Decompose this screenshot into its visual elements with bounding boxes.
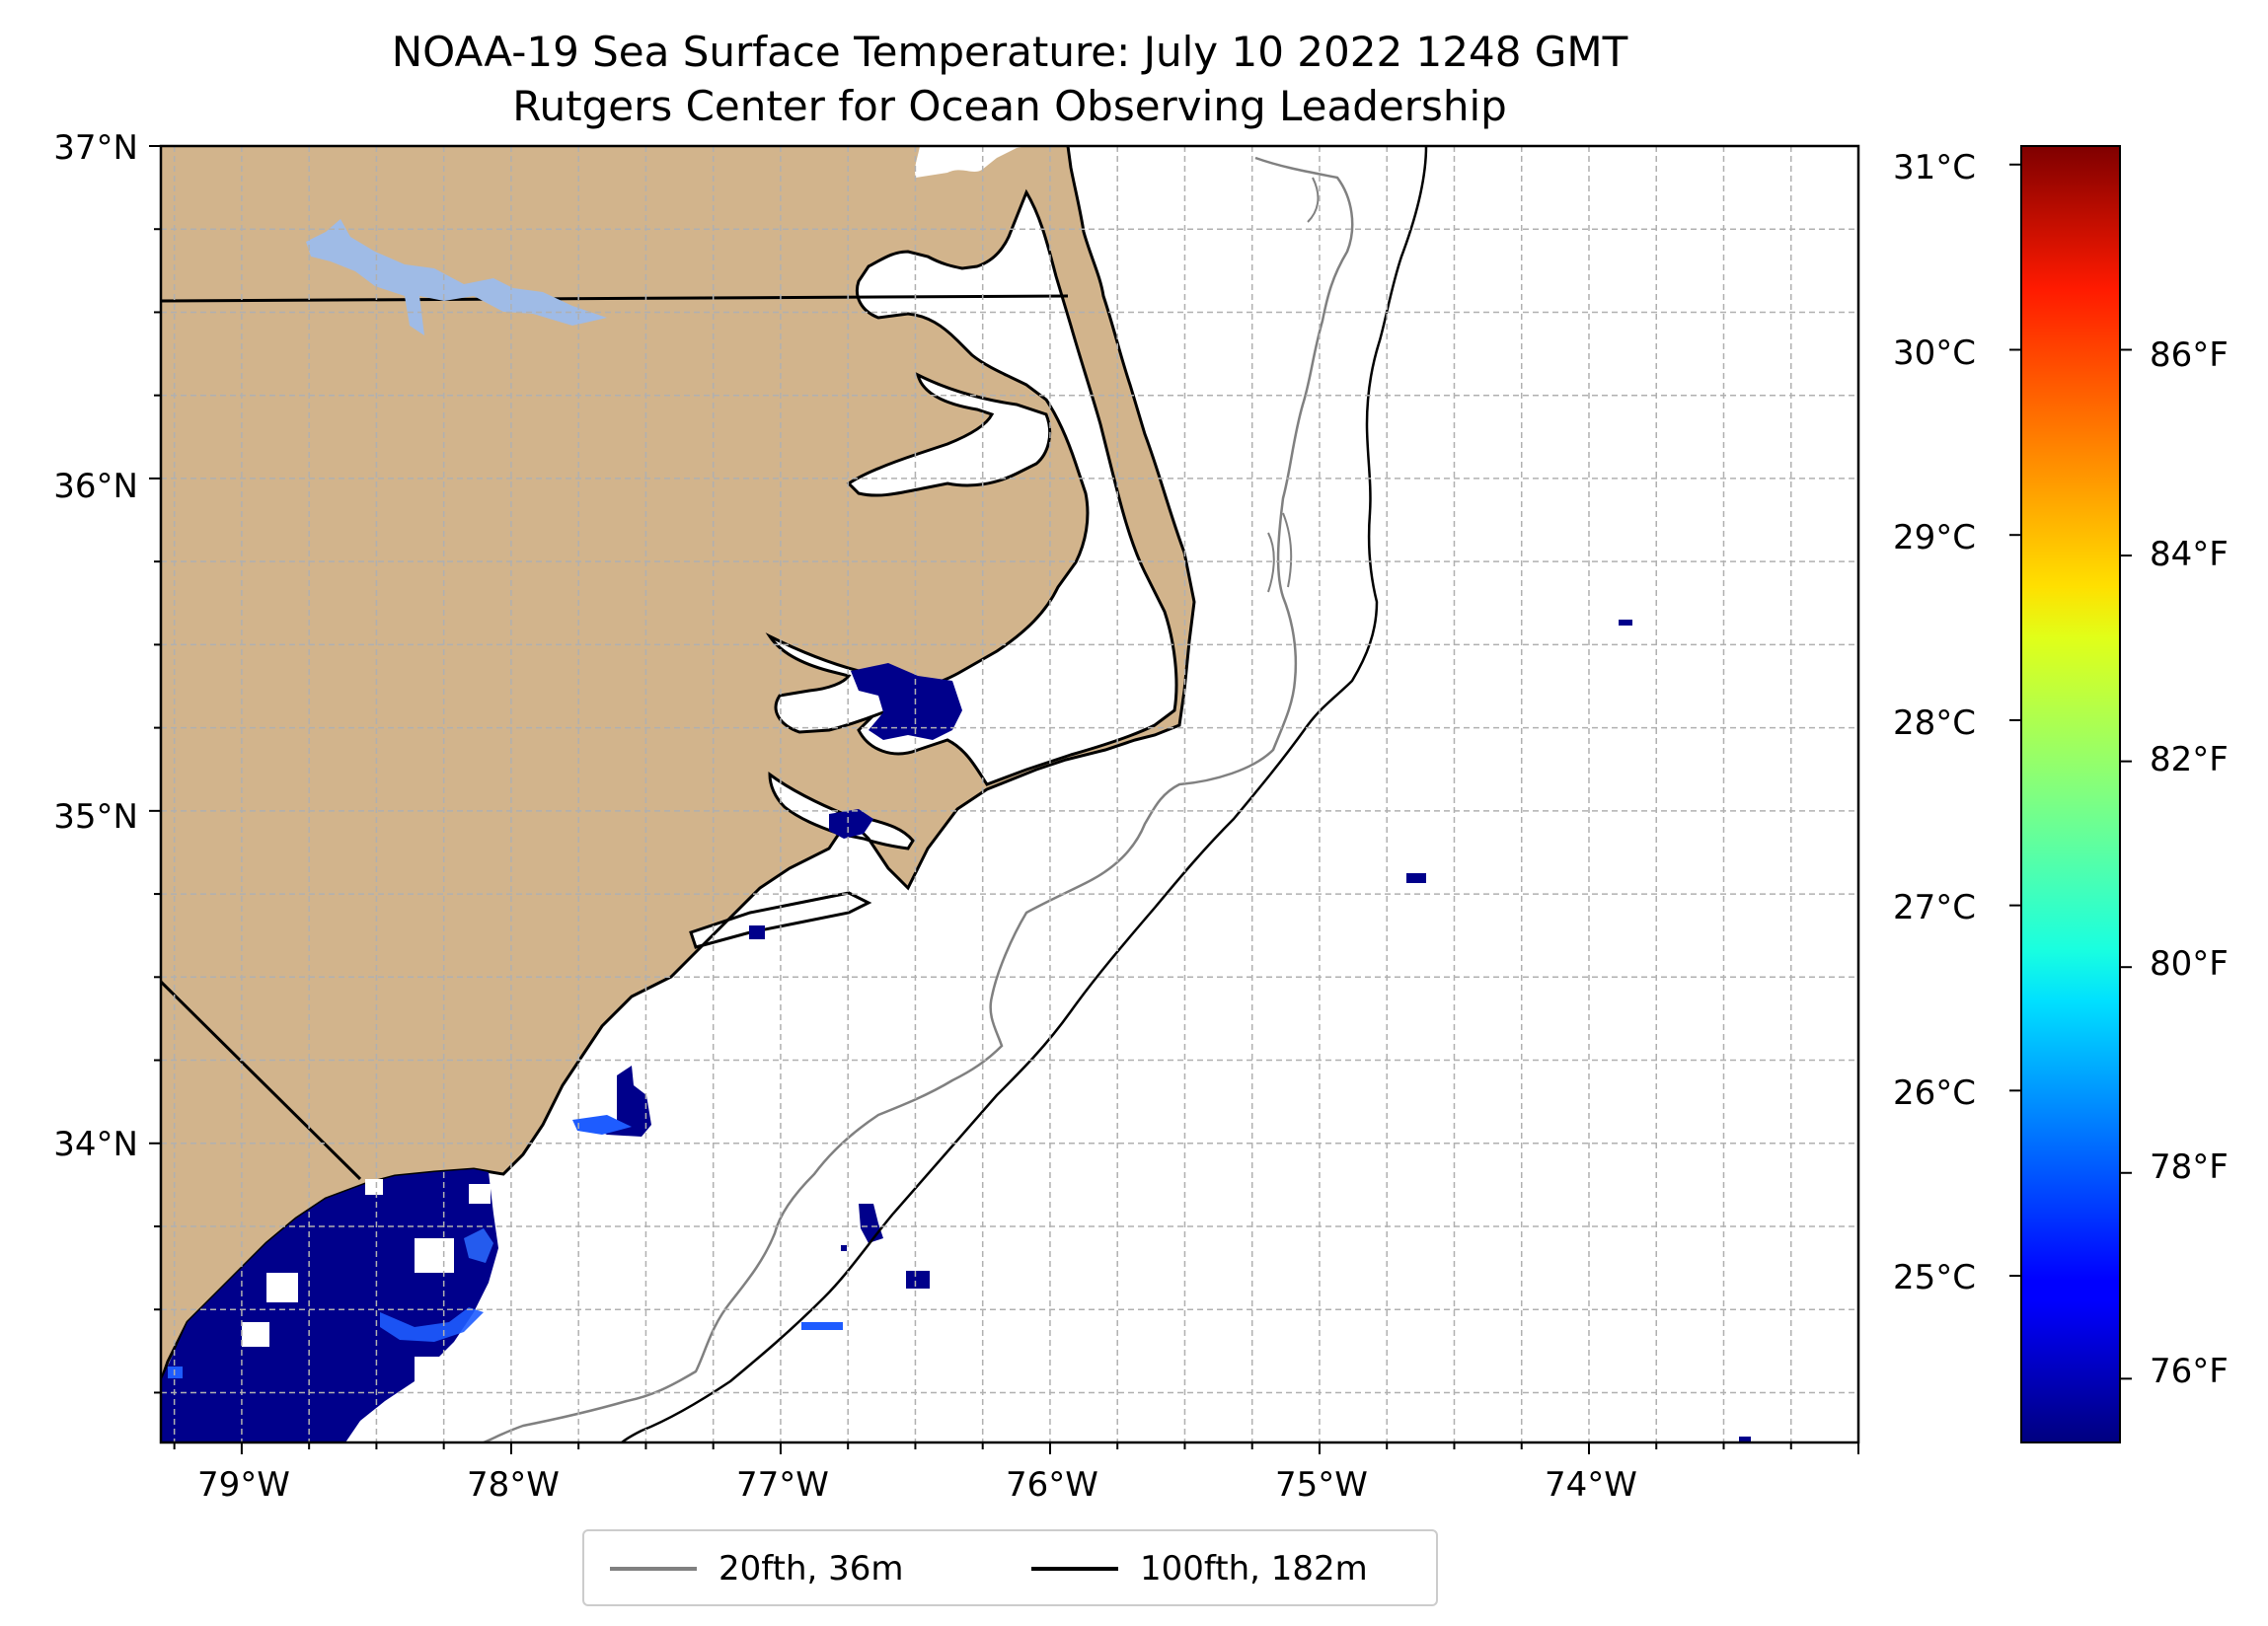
cb-celsius-29: 29°C (1893, 518, 1977, 557)
legend-label-100fth: 100fth, 182m (1140, 1549, 1368, 1589)
lon-label-78: 78°W (467, 1465, 560, 1505)
sst-gap (266, 1273, 298, 1302)
sst-patch (1406, 873, 1426, 883)
legend-swatch-black (1031, 1567, 1118, 1571)
colorbar-ticks (2009, 163, 2132, 1380)
lat-label-37: 37°N (53, 128, 138, 168)
legend-item-20fth: 20fth, 36m (602, 1547, 957, 1590)
sst-gap (469, 1184, 491, 1204)
map-frame (159, 144, 1860, 1444)
cb-fahrenheit-80: 80°F (2150, 944, 2229, 984)
lon-label-79: 79°W (197, 1465, 290, 1505)
sst-gap (415, 1238, 454, 1273)
sst-patch (801, 1322, 843, 1330)
bogue-sound (689, 891, 872, 949)
lon-label-76: 76°W (1006, 1465, 1098, 1505)
lon-label-77: 77°W (736, 1465, 829, 1505)
cb-celsius-28: 28°C (1893, 703, 1977, 743)
legend-item-100fth: 100fth, 182m (1023, 1547, 1418, 1590)
isobath-20fth-shoal (1267, 177, 1320, 593)
lat-label-35: 35°N (53, 797, 138, 837)
cb-fahrenheit-84: 84°F (2150, 535, 2229, 574)
sst-patch (168, 1367, 183, 1378)
inland-lake (306, 219, 607, 335)
neuse-river (768, 771, 915, 850)
lat-label-36: 36°N (53, 467, 138, 506)
cb-celsius-26: 26°C (1893, 1073, 1977, 1113)
sst-patch (829, 809, 873, 839)
cb-fahrenheit-82: 82°F (2150, 740, 2229, 779)
sst-patch (906, 1271, 930, 1289)
state-border-nc-sc (161, 980, 362, 1181)
pamlico-sound (855, 188, 1178, 786)
sst-gap (242, 1322, 269, 1347)
axis-ticks (149, 145, 1859, 1454)
graticule (161, 146, 1858, 1442)
cb-fahrenheit-78: 78°F (2150, 1147, 2229, 1187)
cb-celsius-25: 25°C (1893, 1258, 1977, 1297)
cb-celsius-27: 27°C (1893, 888, 1977, 927)
isobath-legend: 20fth, 36m 100fth, 182m (582, 1529, 1438, 1606)
coastline (161, 146, 1196, 1382)
sst-patch (1619, 620, 1632, 626)
isobath-100fth (621, 146, 1428, 1442)
albemarle-sound (846, 372, 1052, 497)
lon-label-74: 74°W (1545, 1465, 1637, 1505)
sst-patch (859, 1204, 883, 1243)
sst-warm-streak (380, 1307, 484, 1342)
sst-layer (161, 620, 1751, 1442)
map-title-line2: Rutgers Center for Ocean Observing Leade… (512, 82, 1507, 130)
sst-gap (365, 1179, 383, 1195)
legend-label-20fth: 20fth, 36m (718, 1549, 904, 1589)
state-border-va-nc (161, 294, 1069, 303)
sst-patch (841, 1245, 847, 1251)
sst-patch (597, 1066, 651, 1137)
legend-swatch-gray (610, 1567, 697, 1571)
sst-warm-streak (464, 1228, 493, 1263)
lon-label-75: 75°W (1275, 1465, 1368, 1505)
cb-celsius-30: 30°C (1893, 333, 1977, 373)
map-title-line1: NOAA-19 Sea Surface Temperature: July 10… (391, 28, 1628, 76)
sst-patch (851, 663, 962, 740)
cb-fahrenheit-86: 86°F (2150, 335, 2229, 375)
sst-patch (1739, 1437, 1751, 1442)
colorbar (2020, 145, 2121, 1443)
sst-patch (749, 925, 765, 939)
cb-celsius-31: 31°C (1893, 148, 1977, 187)
cb-fahrenheit-76: 76°F (2150, 1352, 2229, 1391)
sst-warm-streak (572, 1115, 632, 1135)
sst-patch (161, 1169, 498, 1442)
isobath-20fth (483, 156, 1354, 1442)
lat-label-34: 34°N (53, 1125, 138, 1164)
